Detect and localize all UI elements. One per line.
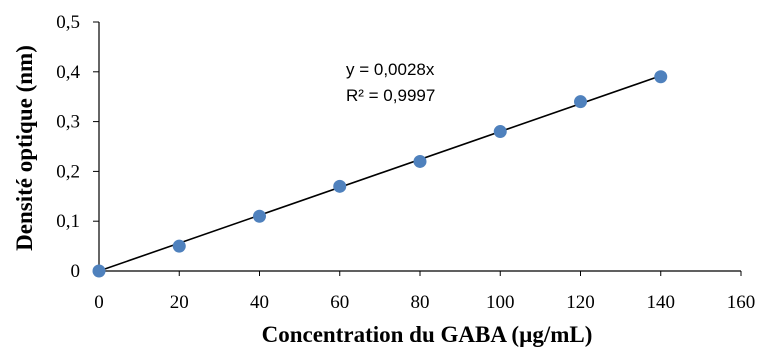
data-point <box>333 179 347 193</box>
x-axis-ticks: 0 20 40 60 80 100 120 140 160 <box>94 271 755 313</box>
data-point <box>253 209 266 223</box>
data-point <box>172 239 186 253</box>
y-axis-title: Densité optique (nm) <box>12 45 37 251</box>
x-tick-label: 120 <box>566 292 595 313</box>
data-point <box>92 264 106 278</box>
x-tick-label: 60 <box>330 292 349 313</box>
x-axis-title: Concentration du GABA (µg/mL) <box>262 322 593 347</box>
data-point <box>413 154 427 168</box>
x-tick-label: 40 <box>250 292 269 313</box>
trendline-equation: y = 0,0028x <box>346 60 435 79</box>
x-tick-label: 20 <box>170 292 189 313</box>
y-tick-label: 0,5 <box>56 12 80 33</box>
data-point <box>574 95 587 109</box>
y-tick-label: 0 <box>71 261 81 282</box>
y-tick-label: 0,1 <box>56 211 80 232</box>
x-tick-label: 100 <box>486 292 515 313</box>
r-squared-label: R² = 0,9997 <box>346 86 435 105</box>
x-tick-label: 80 <box>411 292 430 313</box>
y-axis-ticks: 0 0,1 0,2 0,3 0,4 0,5 <box>56 12 99 282</box>
y-tick-label: 0,2 <box>56 161 80 182</box>
x-tick-label: 0 <box>94 292 104 313</box>
y-tick-label: 0,4 <box>56 62 80 83</box>
trendline-group <box>98 75 662 272</box>
x-tick-label: 160 <box>727 292 756 313</box>
data-points <box>92 70 668 278</box>
y-tick-label: 0,3 <box>56 112 80 133</box>
trendline <box>98 75 662 272</box>
data-point <box>654 70 668 84</box>
data-point <box>493 125 507 139</box>
x-tick-label: 140 <box>647 292 676 313</box>
